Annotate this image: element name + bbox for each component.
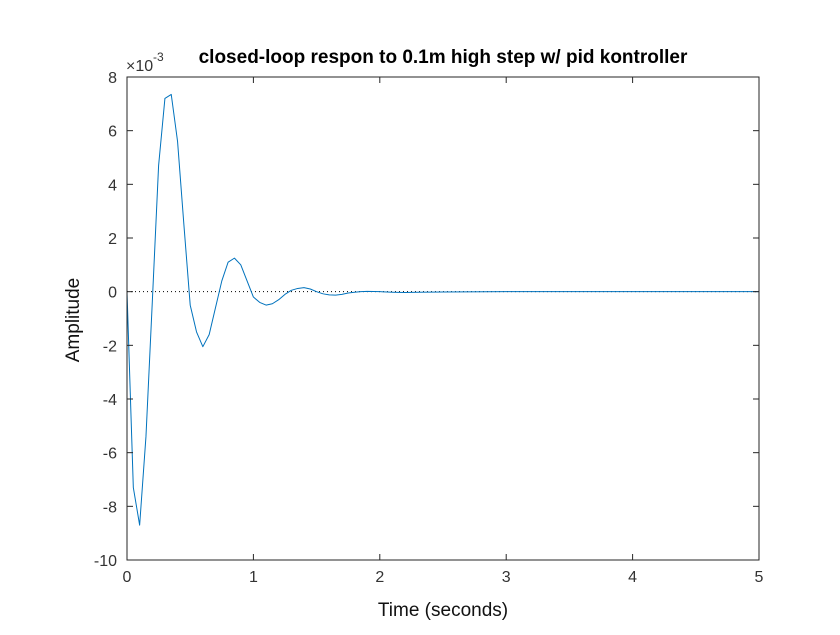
exponent-power: -3 (153, 50, 164, 64)
axes-frame (126, 76, 760, 561)
y-tick-label: 8 (108, 70, 117, 87)
x-tick-label: 0 (123, 569, 132, 586)
y-tick-label: 4 (108, 177, 117, 194)
y-tick-label: -2 (103, 338, 117, 355)
y-axis-label: Amplitude (63, 278, 84, 363)
y-tick-label: -6 (103, 446, 117, 463)
x-tick-label: 2 (375, 569, 384, 586)
y-tick-label: -4 (103, 392, 117, 409)
chart-title: closed-loop respon to 0.1m high step w/ … (199, 47, 688, 68)
y-tick-label: 0 (108, 285, 117, 302)
y-tick-label: -8 (103, 499, 117, 516)
y-tick-label: 2 (108, 231, 117, 248)
x-axis-label: Time (seconds) (378, 600, 508, 621)
y-tick-label: 6 (108, 124, 117, 141)
plot-area (127, 77, 759, 560)
x-tick-label: 5 (755, 569, 764, 586)
y-exponent-label: ×10 -3 (126, 50, 164, 75)
x-tick-label: 1 (249, 569, 258, 586)
series-line-0 (126, 93, 759, 526)
x-tick-label: 3 (502, 569, 511, 586)
y-tick-label: -10 (94, 553, 117, 570)
x-tick-label: 4 (628, 569, 637, 586)
exponent-base: ×10 (126, 58, 153, 75)
